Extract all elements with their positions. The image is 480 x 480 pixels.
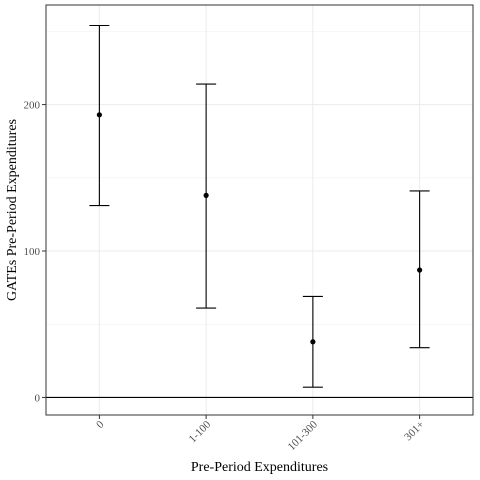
point-estimate-101-300	[310, 339, 316, 345]
point-estimate-1-100	[203, 192, 209, 198]
point-estimate-0	[96, 112, 102, 118]
y-tick-label-200: 200	[24, 100, 41, 112]
y-axis: 0 100 200	[24, 100, 46, 404]
y-axis-title: GATEs Pre-Period Expenditures	[5, 119, 20, 301]
panel-border	[45, 4, 474, 416]
point-estimate-301+	[417, 267, 423, 273]
x-axis-title: Pre-Period Expenditures	[191, 460, 328, 475]
y-tick-label-100: 100	[24, 246, 41, 258]
y-tick-label-0: 0	[35, 392, 41, 404]
marks	[89, 24, 430, 388]
